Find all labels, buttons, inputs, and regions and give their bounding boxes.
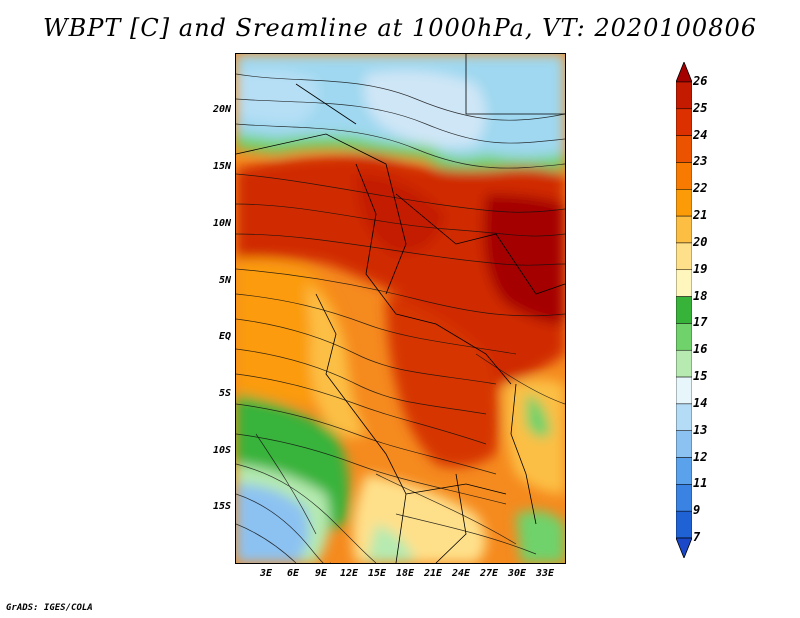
- colorbar-swatch: [676, 135, 692, 163]
- colorbar-swatch: [676, 323, 692, 351]
- colorbar-swatch: [676, 457, 692, 485]
- x-label-33e: 33E: [535, 568, 555, 579]
- colorbar-label: 22: [693, 181, 708, 196]
- x-label-6e: 6E: [286, 568, 300, 579]
- x-label-9e: 9E: [314, 568, 328, 579]
- y-label-5s: 5S: [218, 388, 231, 399]
- chart-title: WBPT [C] and Sreamline at 1000hPa, VT: 2…: [42, 14, 758, 42]
- colorbar-swatch: [676, 349, 692, 378]
- colorbar-swatch: [676, 510, 692, 539]
- colorbar-swatch: [676, 269, 692, 297]
- x-label-15e: 15E: [367, 568, 387, 579]
- colorbar-label: 12: [693, 449, 708, 464]
- y-label-eq: EQ: [218, 331, 231, 342]
- colorbar-label: 23: [693, 154, 708, 169]
- colorbar-swatch: [676, 108, 692, 136]
- x-label-12e: 12E: [339, 568, 359, 579]
- x-label-3e: 3E: [259, 568, 273, 579]
- colorbar-label: 9: [693, 503, 701, 518]
- colorbar-label: 18: [693, 288, 708, 303]
- x-label-18e: 18E: [395, 568, 415, 579]
- colorbar-swatch: [676, 81, 692, 110]
- y-label-15n: 15N: [212, 161, 231, 172]
- colorbar-label: 14: [693, 395, 708, 410]
- colorbar-label: 11: [693, 476, 708, 491]
- y-label-10s: 10S: [212, 445, 231, 456]
- colorbar-label: 17: [693, 315, 708, 330]
- colorbar-top-arrow: [676, 62, 692, 83]
- colorbar-swatch: [676, 376, 692, 405]
- y-label-20n: 20N: [212, 104, 231, 115]
- colorbar-label: 19: [693, 261, 708, 276]
- grads-credit: GrADS: IGES/COLA: [6, 603, 93, 613]
- colorbar-label: 25: [693, 100, 708, 115]
- colorbar-swatch: [676, 484, 692, 512]
- colorbar-label: 24: [693, 127, 708, 142]
- y-label-10n: 10N: [212, 218, 231, 229]
- y-label-5n: 5N: [218, 275, 231, 286]
- colorbar-bottom-arrow: [676, 537, 692, 558]
- colorbar: [676, 62, 692, 558]
- x-label-21e: 21E: [423, 568, 443, 579]
- x-label-27e: 27E: [479, 568, 499, 579]
- x-label-30e: 30E: [507, 568, 527, 579]
- colorbar-label: 20: [693, 234, 708, 249]
- colorbar-swatch: [676, 242, 692, 271]
- map-plot-area: [235, 53, 566, 564]
- colorbar-label: 13: [693, 422, 708, 437]
- colorbar-label: 16: [693, 342, 708, 357]
- map-field: [236, 54, 565, 563]
- colorbar-swatch: [676, 296, 692, 324]
- colorbar-label: 21: [693, 208, 708, 223]
- colorbar-label: 15: [693, 369, 708, 384]
- colorbar-swatch: [676, 403, 692, 431]
- colorbar-label: 26: [693, 74, 708, 88]
- colorbar-swatch: [676, 215, 692, 244]
- x-label-24e: 24E: [451, 568, 471, 579]
- colorbar-swatch: [676, 189, 692, 217]
- colorbar-swatch: [676, 430, 692, 458]
- colorbar-label: 7: [693, 530, 701, 544]
- colorbar-swatch: [676, 162, 692, 190]
- y-label-15s: 15S: [212, 501, 231, 512]
